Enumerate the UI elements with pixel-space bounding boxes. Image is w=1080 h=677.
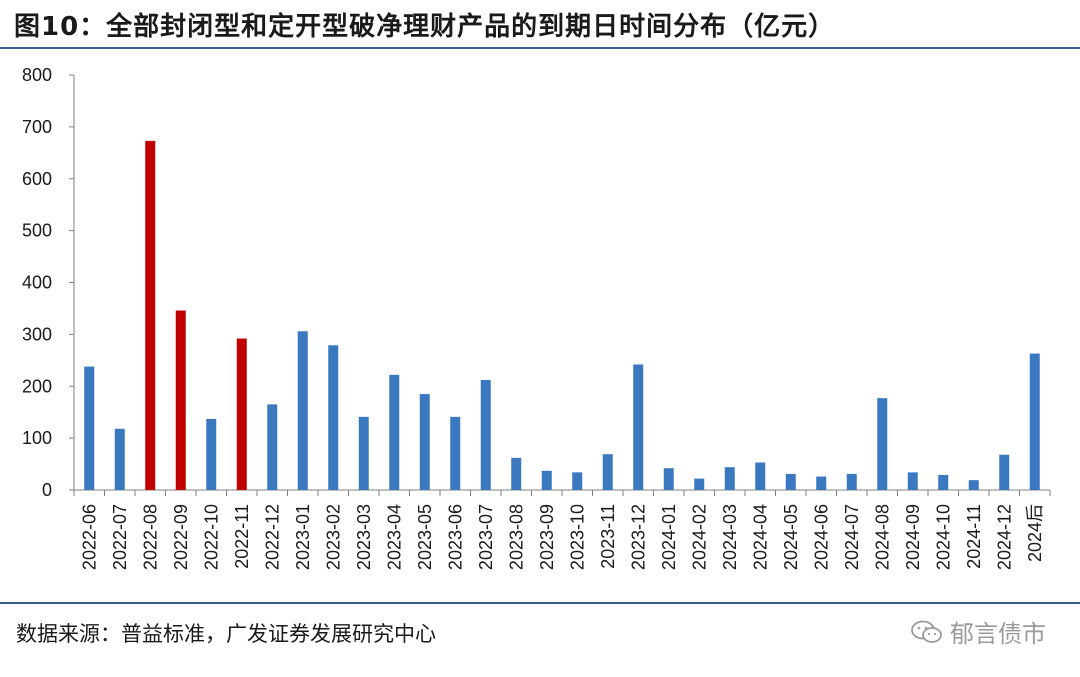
- bars: [84, 140, 1040, 490]
- x-tick-label: 2023-12: [628, 504, 648, 570]
- bar-2023-11: [602, 454, 613, 490]
- bar-chart: 0 100 200 300 400 500 600 700 800 2022-06 2022-07…: [22, 65, 1051, 570]
- bar-2022-07: [114, 428, 125, 490]
- bar-2024-05: [785, 473, 796, 490]
- x-tick-label: 2024后: [1025, 504, 1045, 562]
- bar-2024-12: [999, 454, 1010, 490]
- x-tick-label: 2024-10: [933, 504, 953, 570]
- y-tick-label: 400: [22, 273, 52, 293]
- x-tick-label: 2024-04: [750, 504, 770, 570]
- x-tick-label: 2024-05: [781, 504, 801, 570]
- x-tick-label: 2024-12: [994, 504, 1014, 570]
- x-tick-label: 2022-06: [79, 504, 99, 570]
- x-tick-label: 2023-11: [598, 504, 618, 569]
- bar-2023-08: [511, 457, 522, 490]
- y-tick-label: 700: [22, 117, 52, 137]
- y-tick-label: 200: [22, 376, 52, 396]
- bar-2023-01: [297, 331, 308, 490]
- x-tick-label: 2023-03: [354, 504, 374, 570]
- x-tick-label: 2024-01: [659, 504, 679, 570]
- bar-2023-07: [480, 380, 491, 490]
- x-tick-label: 2023-06: [445, 504, 465, 570]
- x-tick-label: 2024-11: [964, 504, 984, 569]
- y-tick-label: 600: [22, 169, 52, 189]
- bar-2023-06: [450, 416, 461, 490]
- x-tick-label: 2024-03: [720, 504, 740, 570]
- x-tick-label: 2023-04: [384, 504, 404, 570]
- x-tick-label: 2023-02: [323, 504, 343, 570]
- x-tick-label: 2024-08: [872, 504, 892, 570]
- title-divider: [0, 47, 1080, 49]
- bar-2023-05: [419, 394, 430, 490]
- x-tick-label: 2023-08: [506, 504, 526, 570]
- source-divider: [0, 602, 1080, 604]
- y-tick-label: 300: [22, 324, 52, 344]
- x-tick-label: 2024-09: [903, 504, 923, 570]
- bar-2023-02: [328, 345, 339, 490]
- watermark: 郁言债市: [910, 614, 1046, 649]
- x-axis: 2022-06 2022-07 2022-08 2022-09 2022-10 2022-…: [73, 489, 1051, 570]
- x-tick-label: 2023-05: [415, 504, 435, 570]
- y-tick-label: 0: [42, 480, 52, 500]
- bar-2022-11: [236, 338, 247, 490]
- y-tick-label: 100: [22, 428, 52, 448]
- x-tick-label: 2024-07: [842, 504, 862, 570]
- x-tick-label: 2023-07: [476, 504, 496, 570]
- bar-2024-10: [938, 474, 949, 490]
- bar-2023-09: [541, 470, 552, 490]
- bar-2022-10: [206, 418, 217, 490]
- bar-2024-06: [816, 476, 827, 490]
- bar-2024-07: [846, 473, 857, 490]
- x-tick-label: 2022-12: [262, 504, 282, 570]
- source-note: 数据来源：普益标准，广发证券发展研究中心: [16, 622, 436, 646]
- x-tick-label: 2022-10: [201, 504, 221, 570]
- bar-2024-03: [724, 467, 735, 490]
- bar-2024后: [1029, 353, 1040, 490]
- bar-2022-08: [145, 140, 156, 490]
- bar-2024-11: [968, 480, 979, 490]
- x-tick-label: 2022-11: [232, 504, 252, 569]
- bar-2023-04: [389, 374, 400, 490]
- bar-2022-12: [267, 404, 278, 490]
- wechat-icon: [911, 620, 942, 643]
- bar-2024-01: [663, 468, 674, 490]
- bar-2024-04: [755, 462, 766, 490]
- y-tick-label: 800: [22, 65, 52, 85]
- y-axis: 0 100 200 300 400 500 600 700 800: [22, 65, 75, 500]
- bar-2024-02: [694, 478, 705, 490]
- chart-title: 图10：全部封闭型和定开型破净理财产品的到期日时间分布（亿元）: [14, 12, 836, 42]
- y-tick-label: 500: [22, 221, 52, 241]
- x-tick-label: 2023-10: [567, 504, 587, 570]
- bar-2024-08: [877, 398, 888, 490]
- bar-2023-03: [358, 416, 369, 490]
- watermark-text: 郁言债市: [950, 620, 1046, 648]
- bar-2022-06: [84, 366, 95, 490]
- bar-2022-09: [175, 310, 186, 490]
- x-tick-label: 2022-08: [140, 504, 160, 570]
- x-tick-label: 2023-09: [537, 504, 557, 570]
- x-tick-label: 2023-01: [293, 504, 313, 570]
- x-tick-label: 2024-06: [811, 504, 831, 570]
- bar-2023-12: [633, 364, 644, 490]
- x-tick-label: 2024-02: [689, 504, 709, 570]
- bar-2023-10: [572, 472, 583, 490]
- bar-2024-09: [907, 472, 918, 490]
- x-tick-label: 2022-09: [171, 504, 191, 570]
- x-tick-label: 2022-07: [110, 504, 130, 570]
